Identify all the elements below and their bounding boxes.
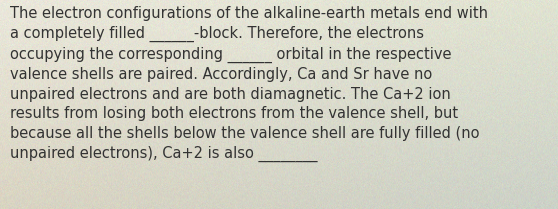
Text: The electron configurations of the alkaline-earth metals end with
a completely f: The electron configurations of the alkal…	[10, 6, 488, 162]
